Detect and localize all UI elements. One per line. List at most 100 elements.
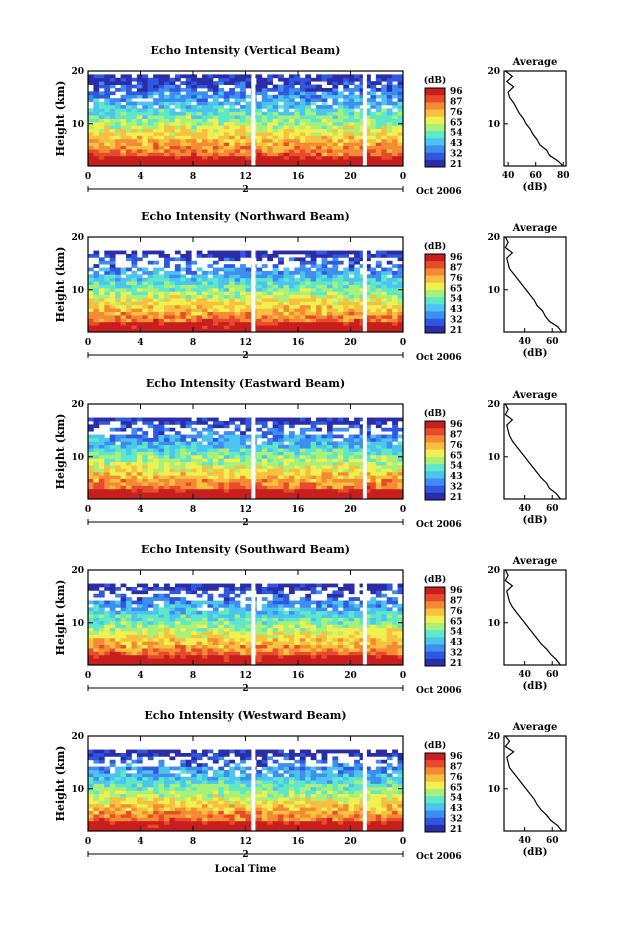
heatmap-cell (142, 637, 149, 642)
heatmap-cell (229, 138, 236, 143)
heatmap-cell (147, 417, 154, 422)
profile-y-tick-label: 20 (487, 67, 500, 77)
heatmap-cell (109, 461, 116, 466)
heatmap-cell (207, 118, 214, 123)
heatmap-cell (348, 318, 355, 323)
heatmap-cell (142, 159, 149, 163)
heatmap-cell (288, 304, 295, 309)
heatmap-cell (321, 264, 328, 268)
heatmap-cell (120, 454, 127, 459)
heatmap-cell (158, 461, 165, 466)
heatmap-cell (191, 260, 198, 265)
heatmap-cell (288, 257, 295, 262)
heatmap-cell (267, 115, 274, 119)
heatmap-cell (370, 135, 377, 140)
heatmap-cell (359, 87, 366, 92)
heatmap-cell (310, 138, 317, 143)
heatmap-cell (240, 118, 246, 123)
heatmap-cell (147, 420, 154, 425)
heatmap-cell (153, 267, 159, 272)
heatmap-cell (191, 451, 198, 456)
heatmap-cell (158, 128, 165, 133)
heatmap-cell (326, 121, 333, 126)
heatmap-cell (164, 321, 170, 326)
heatmap-cell (359, 118, 366, 123)
heatmap-cell (207, 417, 214, 422)
heatmap-cell (326, 274, 333, 279)
heatmap-cell (115, 267, 121, 272)
heatmap-cell (229, 281, 236, 285)
heatmap-cell (234, 620, 241, 625)
heatmap-cell (278, 321, 284, 326)
heatmap-cell (299, 465, 306, 469)
heatmap-cell (299, 84, 306, 89)
heatmap-cell (316, 277, 322, 282)
heatmap-cell (234, 281, 241, 285)
heatmap-cell (278, 162, 284, 167)
heatmap-cell (104, 149, 111, 153)
heatmap-cell (354, 482, 360, 486)
heatmap-cell (278, 471, 284, 476)
heatmap-cell (332, 115, 339, 119)
heatmap-cell (174, 145, 181, 150)
heatmap-cell (278, 118, 284, 123)
heatmap-cell (153, 98, 159, 102)
heatmap-cell (180, 492, 187, 496)
heatmap-cell (261, 145, 268, 150)
heatmap-cell (229, 658, 236, 662)
heatmap-cell (207, 325, 214, 329)
heatmap-cell (191, 315, 198, 319)
heatmap-cell (218, 162, 225, 167)
heatmap-cell (245, 159, 252, 163)
heatmap-cell (196, 637, 203, 642)
heatmap-cell (174, 478, 181, 483)
heatmap-cell (343, 308, 350, 313)
heatmap-cell (354, 284, 360, 289)
heatmap-cell (283, 108, 290, 113)
heatmap-cell (256, 257, 263, 262)
heatmap-cell (240, 77, 246, 82)
heatmap-cell (158, 627, 165, 632)
heatmap-cell (115, 294, 121, 299)
colorbar-swatch (425, 282, 445, 291)
heatmap-cell (321, 260, 328, 265)
heatmap-cell (294, 267, 301, 272)
heatmap-cell (142, 654, 149, 659)
heatmap-cell (381, 149, 388, 153)
heatmap-cell (245, 149, 252, 153)
heatmap-cell (359, 135, 366, 140)
heatmap-cell (109, 284, 116, 289)
heatmap-cell (359, 132, 366, 136)
heatmap-cell (212, 631, 219, 635)
heatmap-cell (245, 641, 252, 646)
heatmap-cell (245, 478, 252, 483)
heatmap-cell (256, 281, 263, 285)
heatmap-cell (120, 434, 127, 439)
heatmap-cell (283, 315, 290, 319)
heatmap-cell (343, 74, 350, 79)
heatmap-cell (185, 149, 192, 153)
heatmap-cell (283, 654, 290, 659)
heatmap-cell (288, 661, 295, 666)
heatmap-cell (316, 328, 322, 333)
heatmap-cell (180, 294, 187, 299)
heatmap-cell (120, 281, 127, 285)
heatmap-cell (294, 128, 301, 133)
heatmap-cell (218, 253, 225, 258)
heatmap-cell (185, 115, 192, 119)
heatmap-cell (229, 308, 236, 313)
heatmap-cell (131, 155, 138, 160)
heatmap-cell (202, 475, 208, 480)
heatmap-cell (174, 461, 181, 466)
heatmap-cell (272, 162, 279, 167)
heatmap-cell (348, 118, 355, 123)
heatmap-cell (272, 328, 279, 333)
heatmap-cell (218, 471, 225, 476)
heatmap-cell (207, 284, 214, 289)
heatmap-cell (136, 308, 143, 313)
profile-x-tick-label: 60 (546, 337, 559, 347)
heatmap-cell (218, 315, 225, 319)
heatmap-cell (169, 458, 176, 463)
y-tick-label: 10 (71, 286, 84, 296)
heatmap-cell (316, 444, 322, 449)
